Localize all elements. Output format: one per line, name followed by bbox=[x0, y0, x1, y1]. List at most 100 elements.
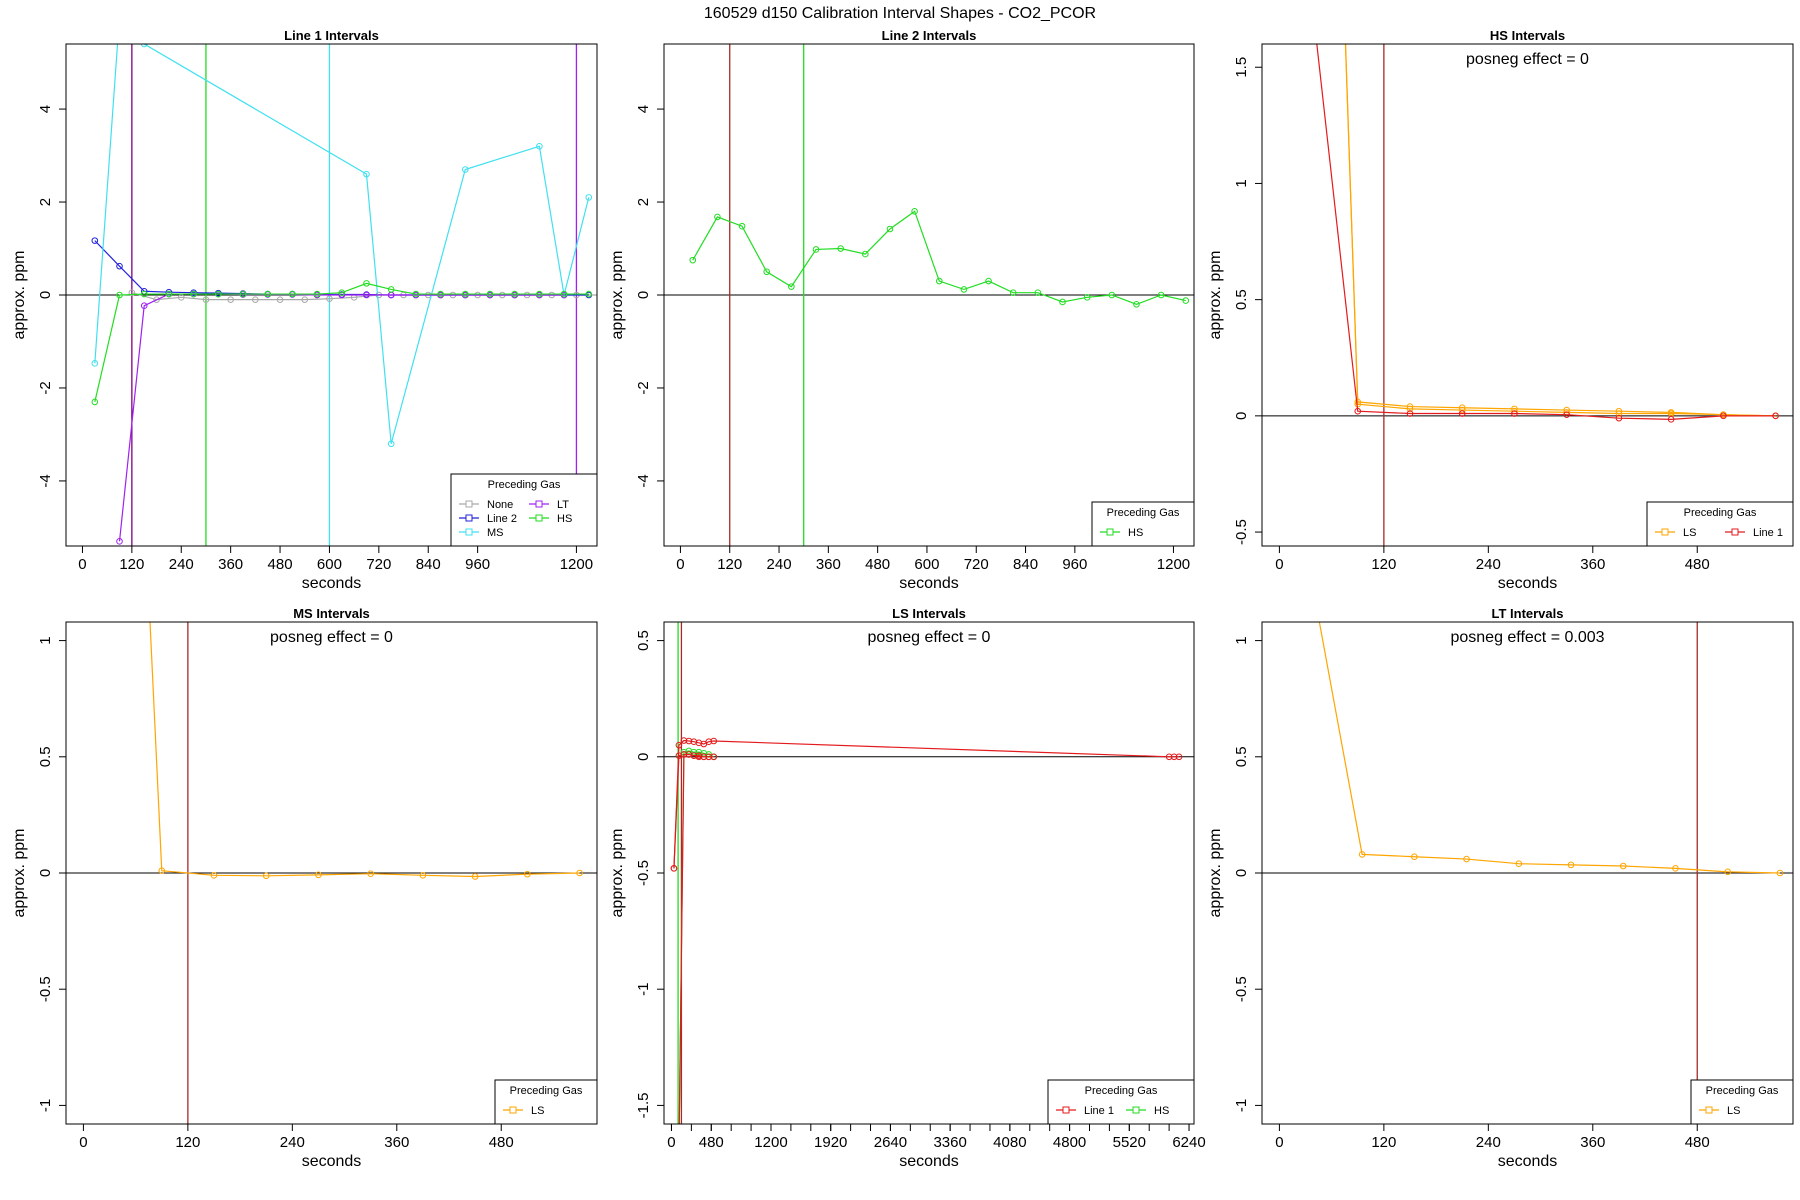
plot-frame bbox=[1261, 621, 1794, 1125]
data-point bbox=[738, 222, 746, 230]
plot-area bbox=[664, 622, 1194, 1124]
x-tick-label: 0 bbox=[667, 1134, 675, 1151]
x-tick-label: 840 bbox=[1013, 556, 1038, 573]
legend-box bbox=[1690, 1079, 1794, 1125]
data-point bbox=[1615, 410, 1623, 417]
data-point bbox=[252, 296, 259, 303]
plot-frame bbox=[1261, 43, 1794, 547]
x-tick-label: 120 bbox=[1371, 1134, 1396, 1151]
data-point bbox=[289, 290, 296, 298]
data-point bbox=[1563, 411, 1570, 418]
legend-swatch-marker bbox=[535, 514, 543, 522]
x-tick-label: 480 bbox=[268, 556, 293, 573]
plot-frame bbox=[663, 621, 1195, 1125]
x-tick-label: 720 bbox=[964, 556, 989, 573]
legend-box bbox=[1646, 501, 1794, 547]
data-point bbox=[91, 360, 99, 367]
data-point bbox=[1108, 291, 1116, 299]
series-line-ms bbox=[94, 44, 590, 444]
legend-entry: HS bbox=[1154, 1105, 1169, 1117]
legend-entry: Line 1 bbox=[1753, 527, 1783, 539]
data-point bbox=[680, 737, 688, 744]
legend: Preceding Gas LS bbox=[494, 1079, 598, 1125]
data-point bbox=[461, 290, 469, 298]
data-point bbox=[1515, 860, 1523, 868]
data-point bbox=[210, 872, 218, 879]
legend-swatch-marker bbox=[1062, 1106, 1070, 1114]
data-point bbox=[1083, 294, 1091, 301]
plot-area bbox=[664, 44, 1194, 546]
data-point bbox=[689, 256, 697, 264]
data-point bbox=[1358, 851, 1366, 858]
x-tick-label: 5520 bbox=[1113, 1134, 1146, 1151]
data-point bbox=[1720, 412, 1727, 420]
x-tick-label: 240 bbox=[280, 1134, 305, 1151]
x-tick-label: 4080 bbox=[993, 1134, 1026, 1151]
data-point bbox=[91, 237, 99, 244]
x-tick-label: 360 bbox=[384, 1134, 409, 1151]
y-axis-label: approx. ppm bbox=[1207, 251, 1224, 340]
series-line-ls bbox=[1344, 44, 1776, 417]
x-axis-label: seconds bbox=[899, 575, 959, 592]
data-point bbox=[165, 288, 173, 296]
y-tick-label: -2 bbox=[37, 381, 54, 394]
data-point bbox=[960, 286, 968, 293]
data-point bbox=[862, 250, 869, 258]
data-point bbox=[363, 280, 370, 287]
x-tick-label: 2640 bbox=[874, 1134, 907, 1151]
series-line-hs bbox=[94, 282, 589, 403]
data-point bbox=[1342, 18, 1348, 24]
x-tick-label: 1200 bbox=[754, 1134, 787, 1151]
y-tick-label: 4 bbox=[37, 105, 54, 113]
series-line-ls bbox=[149, 622, 580, 878]
x-tick-label: 120 bbox=[175, 1134, 200, 1151]
data-point bbox=[524, 870, 531, 878]
data-point bbox=[911, 208, 918, 215]
data-point bbox=[714, 213, 721, 221]
data-point bbox=[585, 194, 593, 201]
plot-area bbox=[66, 44, 604, 546]
data-point bbox=[412, 290, 420, 298]
data-point bbox=[227, 296, 234, 303]
y-tick-label: -1 bbox=[635, 983, 652, 996]
y-tick-label: 0 bbox=[37, 291, 54, 299]
series-line-line-2 bbox=[94, 240, 589, 296]
legend-swatch-marker bbox=[465, 514, 473, 522]
x-tick-label: 360 bbox=[816, 556, 841, 573]
x-axis-label: seconds bbox=[1498, 1153, 1558, 1170]
data-point bbox=[680, 751, 688, 758]
legend-entry: None bbox=[487, 499, 513, 511]
data-point bbox=[886, 225, 894, 233]
legend: Preceding Gas LS Line 1 bbox=[1646, 501, 1794, 547]
data-point bbox=[1463, 855, 1470, 863]
x-tick-label: 960 bbox=[1062, 556, 1087, 573]
legend-title: Preceding Gas bbox=[510, 1085, 583, 1097]
x-tick-label: 0 bbox=[1275, 1134, 1283, 1151]
data-point bbox=[1411, 853, 1418, 861]
x-tick-label: 360 bbox=[1580, 556, 1605, 573]
legend-entry: LT bbox=[557, 499, 569, 511]
series-line-line-1 bbox=[678, 753, 714, 1124]
data-point bbox=[598, 292, 604, 298]
data-point bbox=[1406, 410, 1414, 417]
data-point bbox=[1772, 412, 1779, 420]
legend-box bbox=[450, 473, 598, 547]
y-tick-label: 2 bbox=[37, 198, 54, 206]
data-point bbox=[935, 277, 943, 285]
y-tick-label: -0.5 bbox=[1233, 519, 1250, 545]
data-point bbox=[1567, 861, 1575, 869]
legend-box bbox=[1091, 501, 1195, 547]
posneg-annotation: posneg effect = 0.003 bbox=[1450, 629, 1604, 646]
data-point bbox=[367, 870, 374, 877]
legend-title: Preceding Gas bbox=[1085, 1085, 1158, 1097]
x-tick-label: 3360 bbox=[933, 1134, 966, 1151]
legend: Preceding Gas LS bbox=[1690, 1079, 1794, 1125]
legend-swatch-marker bbox=[465, 528, 473, 536]
data-point bbox=[710, 753, 718, 761]
x-tick-label: 480 bbox=[865, 556, 890, 573]
legend-box bbox=[494, 1079, 598, 1125]
data-point bbox=[788, 283, 795, 290]
y-tick-label: 0.5 bbox=[1233, 746, 1250, 767]
data-point bbox=[146, 591, 152, 597]
